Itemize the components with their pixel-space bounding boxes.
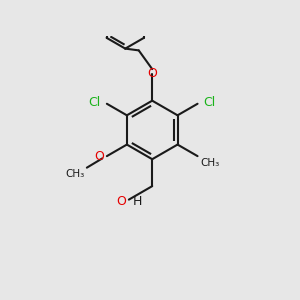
Text: Cl: Cl xyxy=(88,96,101,109)
Text: H: H xyxy=(133,195,142,208)
Text: CH₃: CH₃ xyxy=(201,158,220,168)
Text: O: O xyxy=(147,67,157,80)
Text: Cl: Cl xyxy=(204,96,216,109)
Text: CH₃: CH₃ xyxy=(65,169,85,179)
Text: O: O xyxy=(116,195,126,208)
Text: O: O xyxy=(94,150,104,163)
